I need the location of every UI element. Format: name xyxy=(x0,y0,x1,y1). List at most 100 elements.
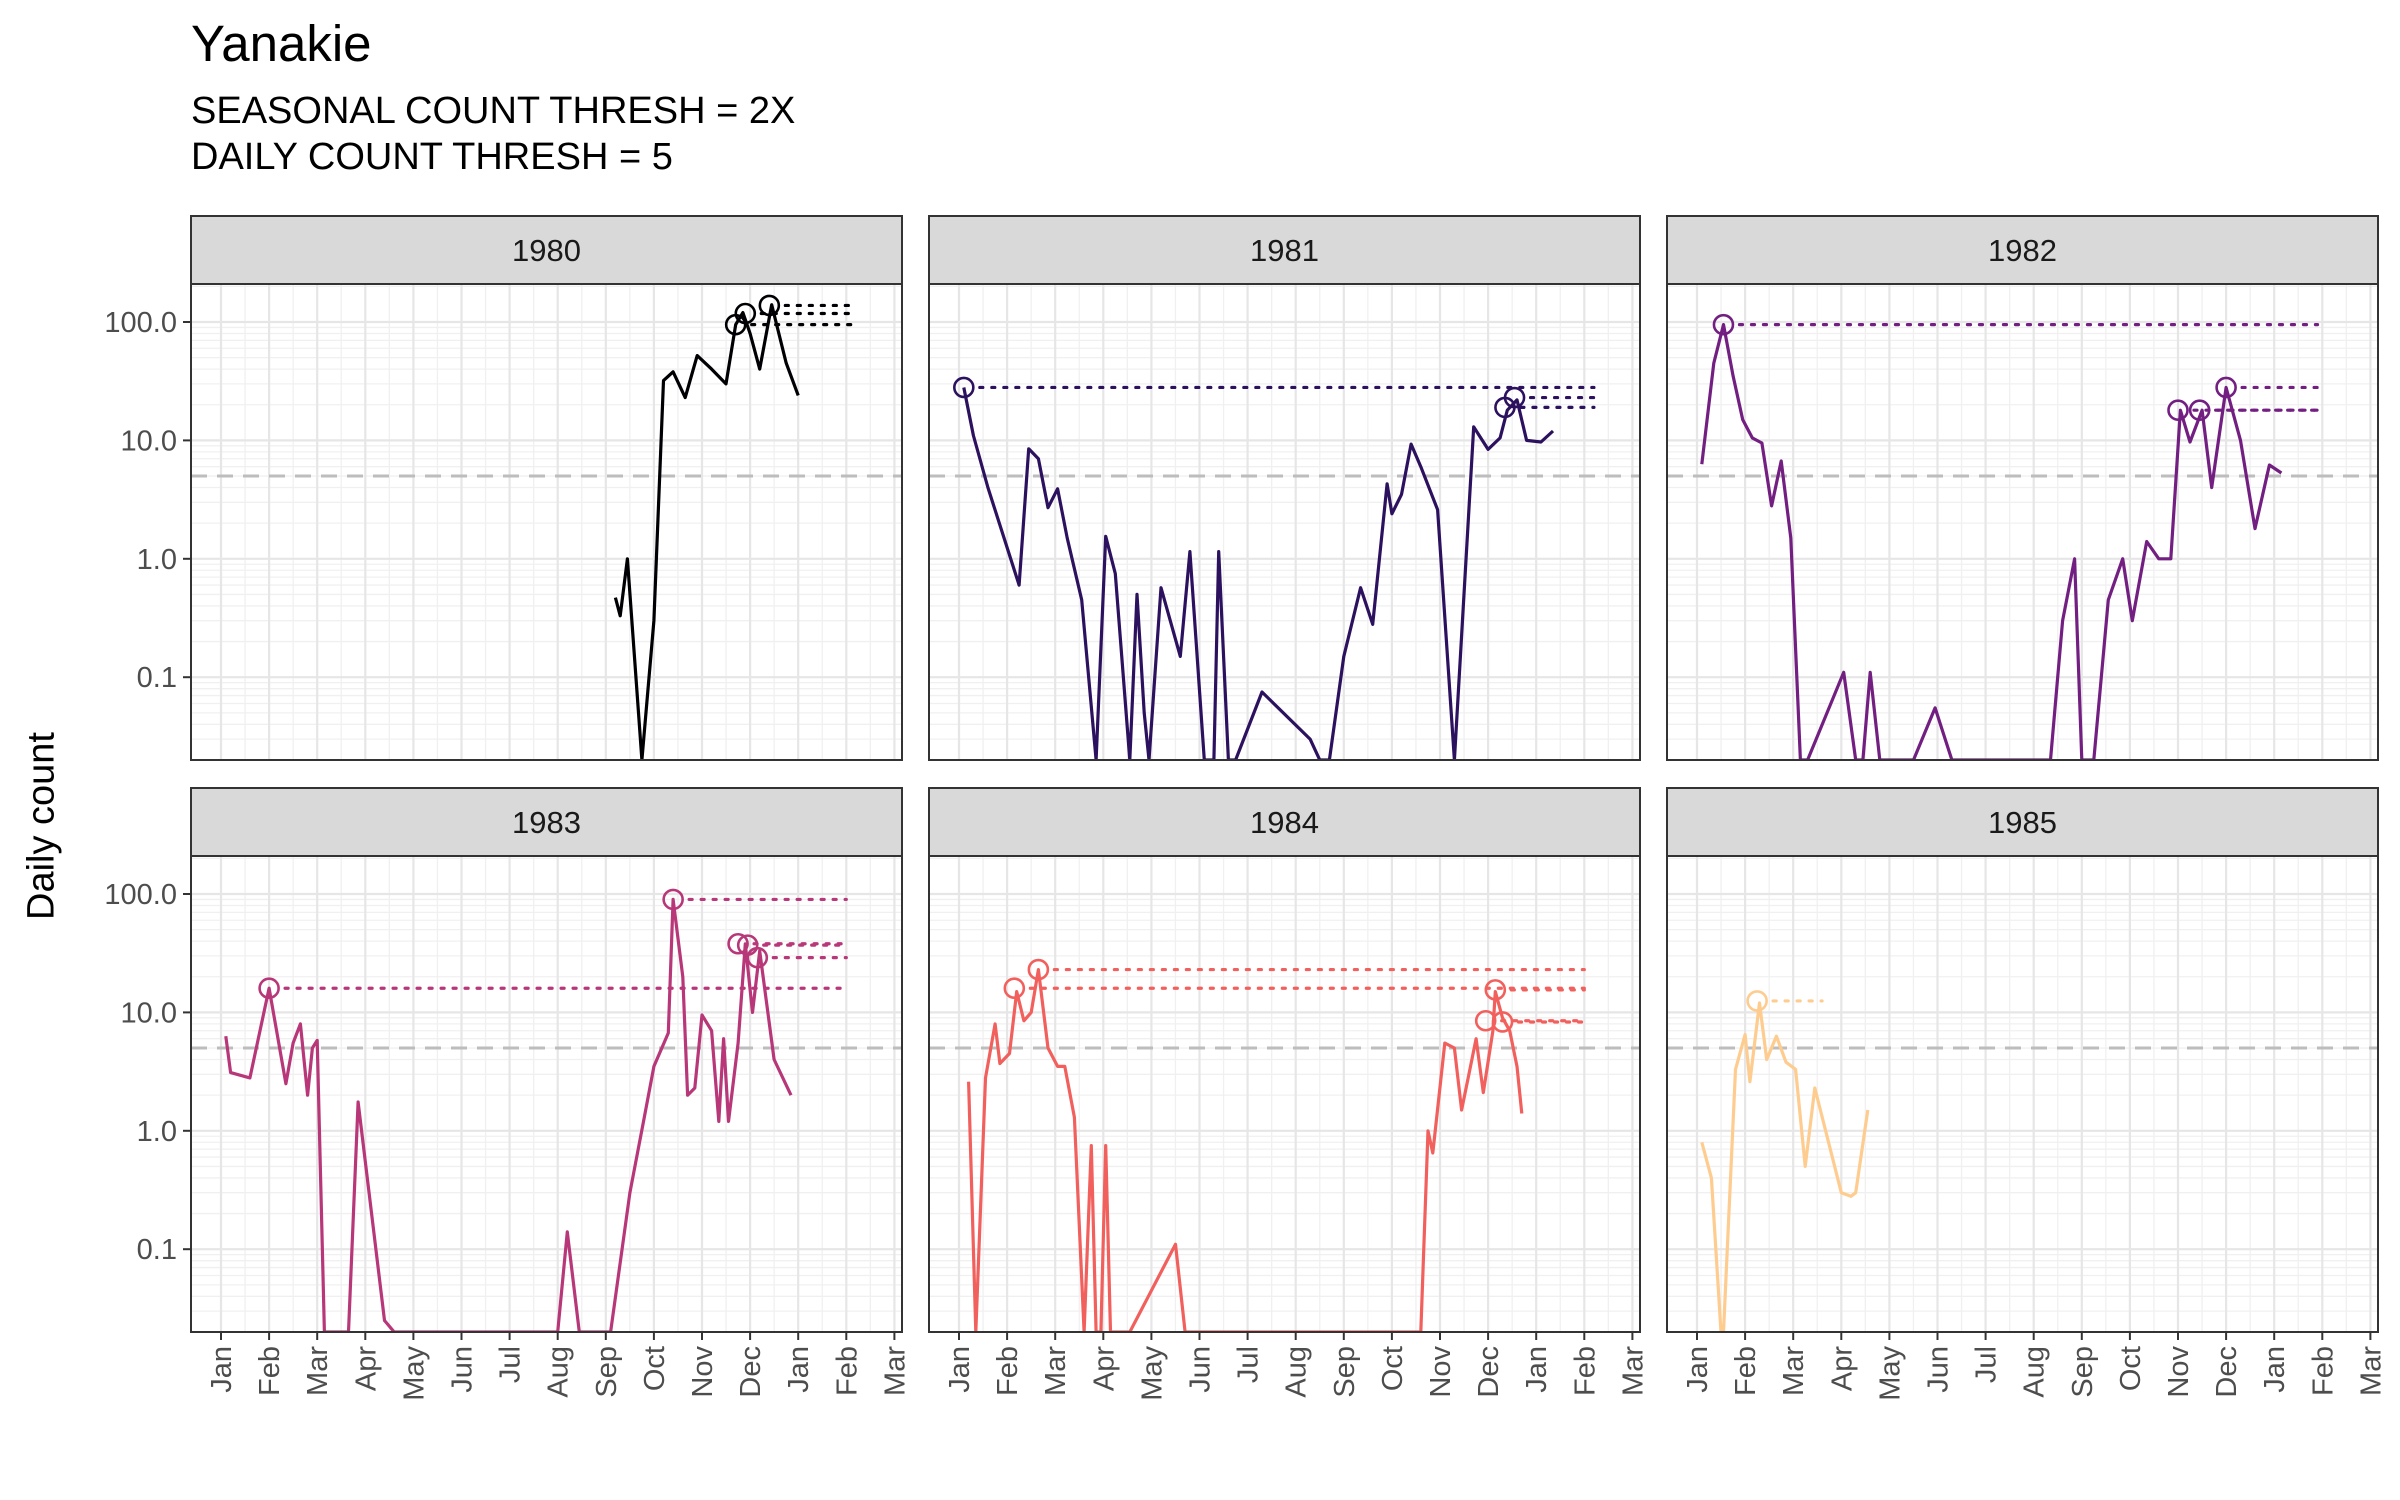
panel-background xyxy=(191,284,902,760)
peak-marker xyxy=(2188,399,2211,421)
y-tick-label: 10.0 xyxy=(121,997,177,1029)
x-tick-label: Aug xyxy=(543,1346,575,1398)
facet-strip xyxy=(1666,787,2379,857)
facet-strip xyxy=(928,215,1641,285)
x-tick-label: Jun xyxy=(1923,1346,1955,1393)
x-tick-label: Jan xyxy=(1521,1346,1553,1393)
x-tick-label: Mar xyxy=(302,1346,334,1396)
x-tick-label: Feb xyxy=(254,1346,286,1396)
facet-strip-label: 1980 xyxy=(512,233,581,268)
facet-strip xyxy=(1666,215,2379,285)
panel-background xyxy=(191,856,902,1332)
x-tick-label: Mar xyxy=(2355,1346,2387,1396)
facet-strip-label: 1983 xyxy=(512,805,581,840)
panel-border xyxy=(1666,283,2379,761)
x-tick-label: Dec xyxy=(735,1346,767,1398)
x-tick-label: Feb xyxy=(1569,1346,1601,1396)
y-tick-label: 1.0 xyxy=(137,1116,177,1148)
panel-border xyxy=(1666,855,2379,1333)
peak-marker xyxy=(1491,1011,1514,1033)
x-tick-label: Mar xyxy=(1617,1346,1649,1396)
peak-marker xyxy=(758,294,781,317)
series-group xyxy=(967,958,1586,1332)
x-tick-label: Jan xyxy=(206,1346,238,1393)
facet-panel-1980: 1980 0.1 1.0 10.0 100.0 xyxy=(104,215,903,761)
facet-strip xyxy=(928,787,1641,857)
y-tick-label: 10.0 xyxy=(121,425,177,457)
peak-marker xyxy=(258,977,280,1000)
x-tick-label: Mar xyxy=(1040,1346,1072,1396)
series-group xyxy=(1700,990,1870,1332)
x-tick-label: Jan xyxy=(1682,1346,1714,1393)
x-tick-label: Apr xyxy=(1088,1346,1120,1391)
x-tick-label: Nov xyxy=(687,1346,719,1398)
x-tick-label: May xyxy=(1874,1346,1906,1401)
x-tick-label: Sep xyxy=(591,1346,623,1398)
facet-panel-1985: 1985 Jan Feb Mar Apr May Jun Jul Aug Sep Oct Nov Dec… xyxy=(1666,787,2387,1401)
x-tick-label: Oct xyxy=(2115,1346,2147,1391)
y-tick-label: 1.0 xyxy=(137,544,177,576)
series-line-1982 xyxy=(1700,323,2283,760)
facet-strip-label: 1984 xyxy=(1250,805,1319,840)
x-tick-label: Apr xyxy=(1826,1346,1858,1391)
x-tick-label: Apr xyxy=(350,1346,382,1391)
x-tick-label: May xyxy=(1136,1346,1168,1401)
x-tick-label: Nov xyxy=(2163,1346,2195,1398)
peak-marker xyxy=(746,946,769,969)
x-tick-label: Aug xyxy=(2019,1346,2051,1398)
facet-panel-1982: 1982 xyxy=(1666,215,2379,761)
panel-background xyxy=(1667,284,2378,760)
series-group xyxy=(1700,313,2320,760)
panel-border xyxy=(190,283,903,761)
x-tick-label: Aug xyxy=(1281,1346,1313,1398)
x-tick-label: Feb xyxy=(2307,1346,2339,1396)
peak-marker xyxy=(1474,1009,1497,1032)
panel-border xyxy=(928,283,1641,761)
x-tick-label: Sep xyxy=(2067,1346,2099,1398)
x-tick-label: Feb xyxy=(1730,1346,1762,1396)
x-tick-label: Dec xyxy=(1473,1346,1505,1398)
peak-marker xyxy=(1003,977,1026,1000)
facet-strip-label: 1981 xyxy=(1250,233,1319,268)
series-line-1984 xyxy=(967,967,1524,1332)
peak-marker xyxy=(1746,990,1768,1012)
chart-title: Yanakie xyxy=(191,15,372,72)
facet-panel-1983: 1983 0.1 1.0 10.0 100.0 Jan Feb Mar Apr May Jun Jul… xyxy=(104,787,911,1401)
x-tick-label: Jan xyxy=(944,1346,976,1393)
x-tick-label: Jun xyxy=(447,1346,479,1393)
x-tick-label: Sep xyxy=(1329,1346,1361,1398)
series-group xyxy=(953,376,1596,760)
series-line-1985 xyxy=(1700,1001,1870,1332)
x-tick-label: Feb xyxy=(831,1346,863,1396)
chart-subtitle: SEASONAL COUNT THRESH = 2X DAILY COUNT T… xyxy=(191,88,795,180)
peak-marker xyxy=(1503,386,1526,409)
facet-strip-label: 1985 xyxy=(1988,805,2057,840)
facet-strip-label: 1982 xyxy=(1988,233,2057,268)
peak-marker xyxy=(1484,979,1507,1001)
x-tick-label: Jun xyxy=(1185,1346,1217,1393)
y-tick-label: 100.0 xyxy=(104,307,177,339)
y-tick-label: 0.1 xyxy=(137,662,177,694)
peak-marker xyxy=(2215,376,2237,399)
series-group xyxy=(613,294,858,760)
peak-marker xyxy=(2167,399,2189,421)
panel-border xyxy=(928,855,1641,1333)
x-tick-label: Jul xyxy=(1233,1346,1265,1383)
x-tick-label: Mar xyxy=(879,1346,911,1396)
panel-background xyxy=(929,856,1640,1332)
peak-marker xyxy=(727,932,749,955)
x-tick-label: Dec xyxy=(2211,1346,2243,1398)
series-group xyxy=(224,888,848,1332)
panel-background xyxy=(1667,856,2378,1332)
facet-strip xyxy=(190,215,903,285)
series-line-1980 xyxy=(613,303,800,760)
y-tick-label: 100.0 xyxy=(104,879,177,911)
x-tick-label: Jul xyxy=(1971,1346,2003,1383)
panel-border xyxy=(190,855,903,1333)
facet-panel-1981: 1981 xyxy=(928,215,1641,761)
panel-background xyxy=(929,284,1640,760)
x-tick-label: Oct xyxy=(1377,1346,1409,1391)
subtitle-line-2: DAILY COUNT THRESH = 5 xyxy=(191,136,673,178)
